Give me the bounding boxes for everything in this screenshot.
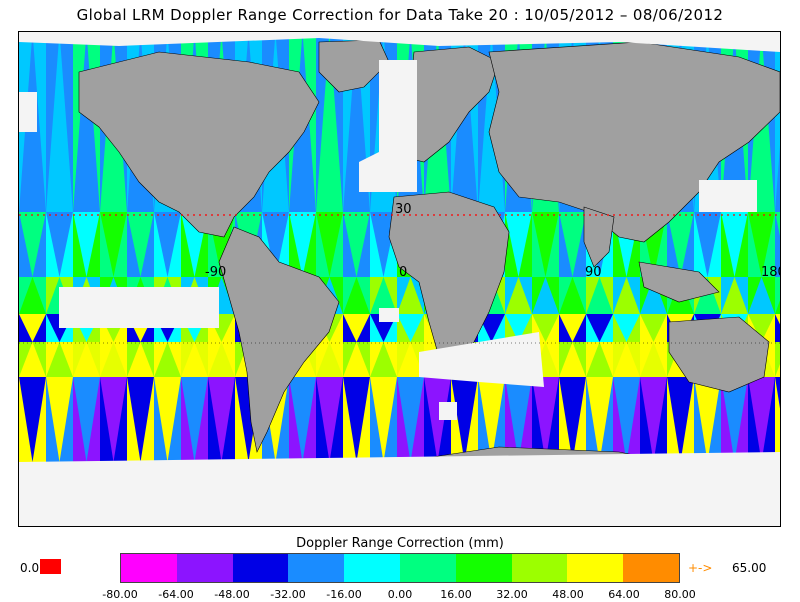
color-scale-segment — [567, 554, 624, 582]
lat-label-30: 30 — [395, 202, 412, 217]
doppler-map — [19, 32, 780, 526]
land-mass — [488, 41, 780, 243]
no-data-region — [359, 60, 417, 192]
color-scale-tick: -80.00 — [102, 588, 138, 601]
color-scale-tick: 48.00 — [552, 588, 584, 601]
color-scale-segment — [399, 554, 456, 582]
color-scale-segment — [344, 554, 400, 582]
color-scale-segment — [623, 554, 679, 582]
color-scale-tick: -16.00 — [326, 588, 362, 601]
land-mass — [78, 51, 320, 238]
lon-label-0: 0 — [399, 265, 408, 280]
color-scale-tick: 64.00 — [608, 588, 640, 601]
no-data-region — [19, 92, 37, 132]
no-data-regions — [19, 32, 780, 526]
lon-label-90: 90 — [585, 265, 602, 280]
color-scale-segment — [455, 554, 512, 582]
missing-value-label: 0.0 — [20, 561, 40, 575]
map-frame[interactable]: 30 -90 0 90 180 — [18, 31, 781, 527]
land-mass — [638, 261, 720, 303]
track-band — [19, 342, 780, 377]
page-title: Global LRM Doppler Range Correction for … — [76, 6, 724, 24]
no-data-region — [439, 402, 457, 420]
color-scale-tick: -64.00 — [158, 588, 194, 601]
color-scale-bar — [120, 553, 680, 583]
color-scale-segment — [232, 554, 289, 582]
color-scale-segment — [176, 554, 233, 582]
no-data-region — [419, 332, 544, 387]
lon-label-180: 180 — [761, 265, 780, 280]
latitude-marker-line — [19, 214, 780, 344]
no-data-region — [699, 180, 757, 212]
color-scale-tick: 0.00 — [387, 588, 413, 601]
no-data-region — [19, 452, 780, 526]
color-scale-tick: -32.00 — [270, 588, 306, 601]
no-data-region — [379, 308, 399, 322]
color-scale-segment — [288, 554, 345, 582]
color-scale-tick: -48.00 — [214, 588, 250, 601]
track-band — [19, 377, 780, 462]
color-scale-tick: 16.00 — [440, 588, 472, 601]
land-mass — [668, 316, 770, 393]
legend-title: Doppler Range Correction (mm) — [296, 536, 504, 551]
color-scale-tick: 80.00 — [664, 588, 696, 601]
overflow-value: 65.00 — [732, 561, 767, 575]
color-scale-ticks: -80.00 -64.00 -48.00 -32.00 -16.00 0.00 16.00 3… — [102, 588, 695, 602]
color-scale-segment — [511, 554, 568, 582]
missing-value-swatch — [40, 559, 61, 574]
overflow-indicator: +-> — [688, 561, 713, 575]
no-data-region — [59, 287, 219, 328]
no-data-region — [19, 32, 780, 52]
land-mass — [218, 226, 340, 453]
lon-label-minus-90: -90 — [205, 265, 227, 280]
color-scale-tick: 32.00 — [496, 588, 528, 601]
color-scale-segment — [121, 554, 177, 582]
